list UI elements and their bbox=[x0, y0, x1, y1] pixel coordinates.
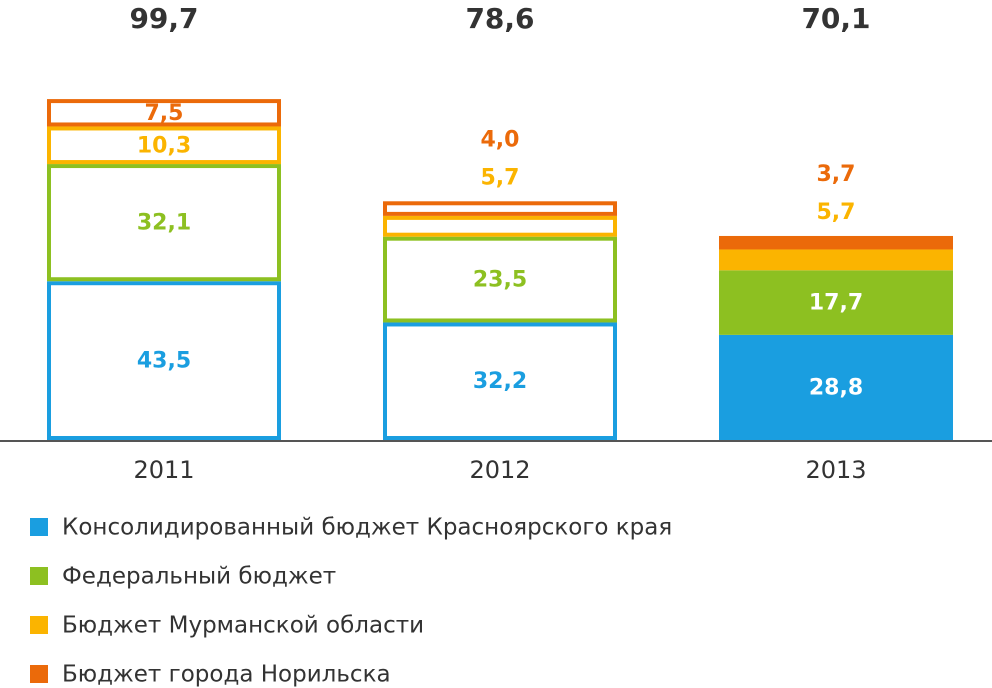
bar-segment bbox=[719, 235, 953, 250]
data-label: 7,5 bbox=[145, 101, 184, 126]
legend-label: Федеральный бюджет bbox=[62, 564, 336, 590]
data-label: 32,1 bbox=[137, 211, 191, 236]
legend-swatch bbox=[30, 567, 48, 585]
data-label: 3,7 bbox=[817, 162, 856, 187]
bar-segment bbox=[719, 270, 953, 335]
total-label: 99,7 bbox=[129, 2, 198, 35]
bar-segment bbox=[719, 334, 953, 440]
total-label: 78,6 bbox=[465, 2, 534, 35]
legend-swatch bbox=[30, 616, 48, 634]
legend-swatch bbox=[30, 518, 48, 536]
bar-segment bbox=[383, 236, 617, 323]
bar-segment bbox=[383, 201, 617, 216]
x-tick-label: 2012 bbox=[469, 456, 530, 484]
data-label: 23,5 bbox=[473, 268, 527, 293]
x-tick-label: 2013 bbox=[805, 456, 866, 484]
data-label: 28,8 bbox=[809, 375, 863, 400]
legend-swatch bbox=[30, 665, 48, 683]
legend-label: Бюджет города Норильска bbox=[62, 662, 391, 688]
bar-segment bbox=[383, 322, 617, 440]
bar-segment bbox=[47, 99, 281, 127]
legend-label: Консолидированный бюджет Красноярского к… bbox=[62, 515, 672, 541]
data-label: 32,2 bbox=[473, 369, 527, 394]
data-label: 17,7 bbox=[809, 291, 863, 316]
bar-segment bbox=[47, 126, 281, 165]
data-label: 43,5 bbox=[137, 349, 191, 374]
total-label: 70,1 bbox=[801, 2, 870, 35]
bar-segment bbox=[383, 215, 617, 237]
x-tick-label: 2011 bbox=[133, 456, 194, 484]
data-label: 10,3 bbox=[137, 133, 191, 158]
bar-segment bbox=[719, 249, 953, 271]
bar-segment bbox=[47, 281, 281, 440]
data-label: 5,7 bbox=[817, 200, 856, 225]
bar-segment bbox=[47, 164, 281, 282]
legend-label: Бюджет Мурманской области bbox=[62, 613, 424, 639]
data-label: 4,0 bbox=[481, 127, 520, 152]
data-label: 5,7 bbox=[481, 165, 520, 190]
